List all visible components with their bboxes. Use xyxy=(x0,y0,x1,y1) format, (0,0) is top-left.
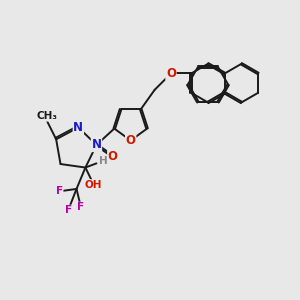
Text: F: F xyxy=(64,205,72,215)
Text: H: H xyxy=(100,156,108,166)
Text: O: O xyxy=(108,150,118,163)
Text: CH₃: CH₃ xyxy=(37,111,58,121)
Text: F: F xyxy=(77,202,85,212)
Text: O: O xyxy=(166,67,176,80)
Text: OH: OH xyxy=(85,180,103,190)
Text: O: O xyxy=(126,134,136,147)
Text: F: F xyxy=(56,186,63,196)
Text: N: N xyxy=(92,138,101,152)
Text: N: N xyxy=(74,121,83,134)
